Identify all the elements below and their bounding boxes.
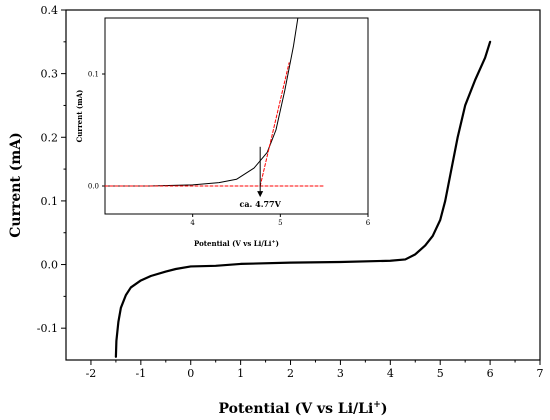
inset-tangent-line	[259, 62, 290, 187]
main-plot: -2 -1 0 1 2 3 4 5 6 7 -0.1 0.0 0.1 0.2 0.3 0.4 Potential…	[8, 4, 544, 417]
inset-x-axis-label-main: Potential (V vs Li/Li	[194, 239, 272, 248]
main-y-tick-label: 0.2	[41, 131, 59, 144]
main-y-tick-label: 0.0	[41, 259, 59, 272]
main-y-axis-label: Current (mA)	[8, 132, 24, 237]
main-y-tick-label: 0.4	[41, 4, 59, 17]
inset-x-axis-label: Potential (V vs Li/Li+)	[194, 239, 279, 248]
main-x-tick-label: -1	[135, 367, 146, 380]
main-x-tick-label: 1	[237, 367, 244, 380]
main-x-tick-label: 2	[287, 367, 294, 380]
main-x-axis-label-end: )	[381, 401, 388, 417]
inset-axes-frame	[104, 17, 369, 215]
main-x-tick-label: 5	[437, 367, 444, 380]
main-x-axis-label: Potential (V vs Li/Li+)	[219, 400, 388, 417]
main-x-axis-label-sup: +	[373, 400, 381, 410]
main-x-tick-label: 3	[337, 367, 344, 380]
main-x-tick-label: 4	[387, 367, 394, 380]
main-x-axis-label-main: Potential (V vs Li/Li	[219, 401, 374, 417]
inset-x-axis-label-end: )	[276, 239, 279, 248]
inset-x-tick-label: 4	[190, 219, 195, 227]
main-y-tick-label: 0.1	[41, 195, 59, 208]
inset-y-axis-label: Current (mA)	[75, 90, 84, 143]
inset-y-tick-label: 0.0	[88, 183, 99, 191]
main-x-tick-label: 0	[187, 367, 194, 380]
inset-x-axis-label-sup: +	[271, 239, 275, 245]
main-x-tick-label: 6	[487, 367, 494, 380]
main-x-tick-label: 7	[537, 367, 544, 380]
inset-series-line	[104, 17, 299, 187]
annotation-label: ca. 4.77V	[240, 199, 282, 209]
annotation-arrow-head	[257, 191, 264, 198]
inset-plot: 4 5 6 0.0 0.1 Potential (V vs Li/Li+) Current …	[70, 14, 378, 254]
inset-x-tick-label: 6	[366, 219, 371, 227]
main-axes-frame	[65, 9, 541, 361]
inset-x-tick-label: 5	[278, 219, 282, 227]
inset-background	[70, 14, 378, 254]
main-y-tick-label: 0.3	[41, 68, 59, 81]
main-x-tick-label: -2	[86, 367, 97, 380]
inset-y-tick-label: 0.1	[88, 71, 99, 79]
main-series-line	[114, 40, 492, 358]
main-y-tick-label: -0.1	[37, 322, 58, 335]
